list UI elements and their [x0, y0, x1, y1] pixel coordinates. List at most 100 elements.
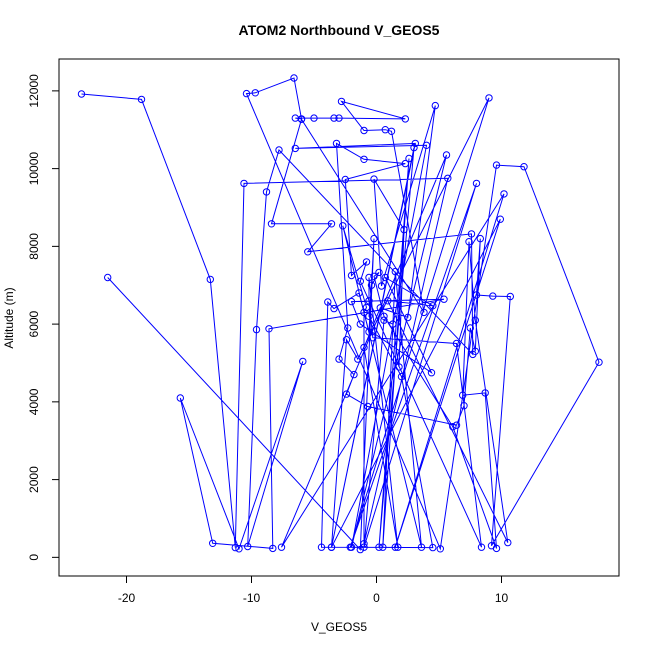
data-point	[304, 248, 312, 256]
data-point	[317, 543, 326, 551]
data-point	[360, 543, 368, 551]
x-tick-label: 10	[495, 591, 509, 605]
data-point	[391, 543, 399, 551]
y-tick-label: 0	[27, 554, 41, 561]
data-point	[206, 275, 215, 284]
data-point	[506, 292, 514, 301]
data-point	[381, 273, 389, 282]
data-point	[476, 234, 484, 243]
data-point	[422, 141, 431, 150]
data-point	[262, 188, 271, 196]
data-point	[459, 391, 467, 399]
data-point	[387, 127, 396, 136]
data-point	[364, 402, 372, 411]
data-point	[209, 539, 217, 547]
data-point	[290, 74, 298, 82]
data-point	[520, 163, 528, 171]
data-point	[360, 155, 368, 164]
data-point	[595, 358, 603, 366]
data-point	[327, 220, 336, 228]
data-point	[375, 543, 383, 551]
data-point	[465, 238, 473, 246]
y-tick-label: 10000	[27, 152, 41, 186]
data-point	[297, 115, 306, 124]
data-point	[477, 543, 486, 551]
data-point	[365, 312, 373, 320]
data-point	[504, 538, 512, 547]
data-point	[346, 543, 354, 551]
data-point	[452, 421, 461, 429]
data-point	[347, 297, 356, 306]
data-point	[330, 114, 338, 122]
series-layer	[81, 77, 600, 551]
data-point	[350, 370, 358, 379]
data-point	[356, 277, 364, 285]
data-point	[492, 161, 501, 169]
x-tick-label: 0	[373, 591, 380, 605]
data-point	[467, 230, 476, 238]
data-point	[360, 343, 368, 352]
data-point	[252, 325, 261, 334]
data-point	[360, 126, 368, 135]
data-point	[277, 543, 286, 551]
data-point	[431, 101, 439, 110]
data-point	[469, 350, 477, 359]
data-point	[356, 545, 364, 554]
data-point	[500, 190, 508, 198]
y-tick-label: 6000	[27, 310, 41, 337]
data-point	[291, 144, 299, 153]
data-point	[77, 90, 86, 98]
data-point	[332, 139, 341, 148]
data-point	[375, 268, 383, 277]
data-point	[472, 291, 481, 299]
data-point	[342, 390, 351, 398]
data-point	[420, 308, 428, 317]
x-axis: -20 -10 0 10	[118, 575, 509, 605]
x-axis-label: V_GEOS5	[311, 620, 367, 634]
data-point	[365, 297, 373, 305]
data-point	[471, 316, 479, 324]
data-point	[362, 258, 371, 266]
x-tick-label: -20	[118, 591, 136, 605]
data-point	[380, 316, 388, 324]
data-point	[452, 339, 461, 348]
data-point	[341, 175, 349, 184]
data-point	[427, 369, 436, 377]
data-point	[137, 95, 146, 104]
series-line	[81, 77, 600, 551]
data-point	[269, 544, 277, 553]
data-point	[436, 545, 444, 553]
data-point	[356, 320, 364, 328]
data-point	[370, 234, 378, 243]
data-point	[496, 215, 504, 223]
data-point	[335, 114, 343, 122]
data-point	[369, 334, 377, 342]
data-point	[104, 273, 112, 282]
data-point	[379, 543, 387, 551]
data-point	[299, 357, 307, 366]
data-point	[355, 289, 363, 297]
data-point	[401, 159, 409, 168]
data-point	[404, 313, 412, 322]
data-point	[466, 324, 474, 332]
data-point	[460, 402, 468, 410]
points-layer	[77, 74, 603, 554]
data-point	[354, 355, 362, 363]
data-point	[410, 143, 418, 152]
data-point	[411, 139, 419, 148]
data-point	[244, 542, 252, 551]
data-point	[360, 540, 368, 548]
data-point	[324, 298, 332, 306]
data-point	[327, 543, 336, 551]
data-point	[267, 220, 276, 228]
data-point	[242, 89, 251, 98]
data-point	[391, 267, 399, 276]
data-point	[389, 320, 397, 328]
data-point	[481, 389, 489, 397]
data-point	[335, 355, 343, 363]
data-point	[394, 543, 402, 551]
data-point	[417, 543, 426, 551]
data-point	[251, 89, 260, 97]
